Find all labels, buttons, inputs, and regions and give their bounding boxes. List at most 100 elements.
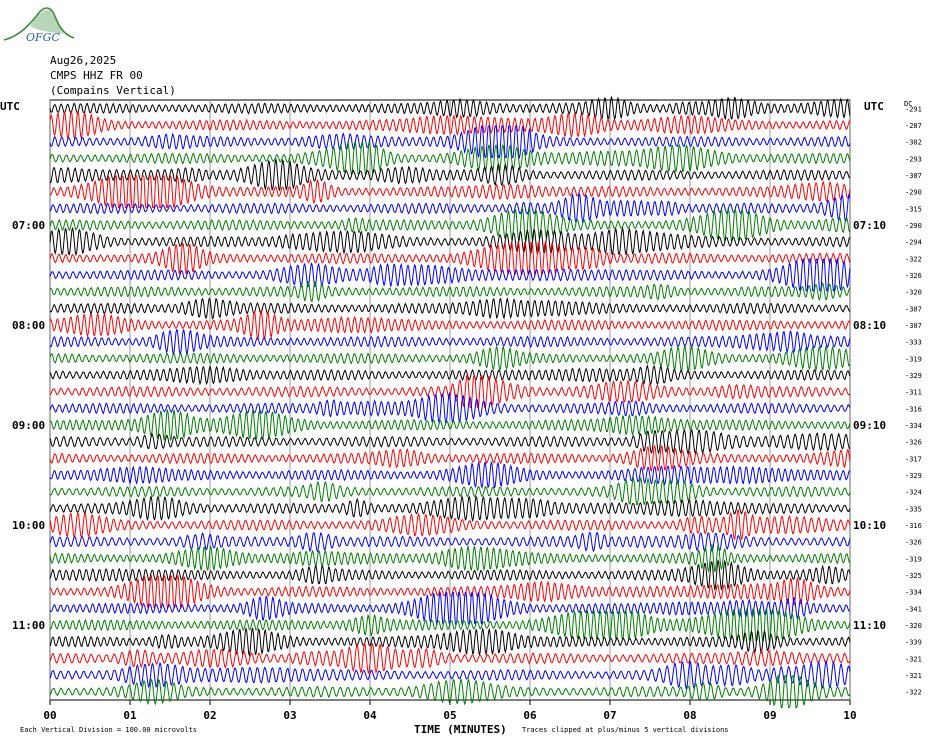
- dc-offset-label: -329: [905, 372, 922, 380]
- dc-offset-label: -315: [905, 205, 922, 213]
- seismic-trace: [49, 280, 851, 303]
- dc-offset-label: -316: [905, 405, 922, 413]
- dc-offset-label: -316: [905, 522, 922, 530]
- dc-offset-label: -321: [905, 672, 922, 680]
- plot-grid: [49, 100, 851, 705]
- left-utc-label: UTC: [0, 100, 20, 113]
- dc-offset-label: -326: [905, 439, 922, 447]
- hour-label-right: 10:10: [853, 519, 886, 532]
- seismic-trace: [49, 110, 851, 141]
- x-tick-label: 10: [843, 709, 856, 722]
- dc-offset-label: -307: [905, 305, 922, 313]
- seismic-trace: [49, 476, 851, 506]
- seismic-trace: [49, 429, 851, 456]
- dc-offset-label: -319: [905, 555, 922, 563]
- seismic-trace: [49, 257, 851, 292]
- header-date: Aug26,2025: [50, 54, 117, 67]
- dc-offset-label: -334: [905, 589, 922, 597]
- seismic-trace: [49, 626, 851, 658]
- seismic-trace: [49, 531, 851, 553]
- dc-offset-label: -290: [905, 222, 922, 230]
- seismic-trace: [49, 226, 851, 257]
- hour-label-right: 09:10: [853, 419, 886, 432]
- hour-label-left: 07:00: [12, 219, 45, 232]
- logo-mountain-icon: [3, 7, 75, 41]
- hour-label-left: 08:00: [12, 319, 45, 332]
- hour-label-right: 07:10: [853, 219, 886, 232]
- dc-offset-label: -339: [905, 639, 922, 647]
- seismic-trace: [49, 297, 851, 321]
- hour-label-right: 11:10: [853, 619, 886, 632]
- x-tick-label: 05: [443, 709, 456, 722]
- x-tick-label: 09: [763, 709, 776, 722]
- dc-offset-label: -311: [905, 389, 922, 397]
- ofgc-logo: OFGC: [0, 2, 80, 50]
- seismic-trace: [49, 174, 851, 210]
- axis-labels: 00 01 02 03 04 05 06 07 08 09 10 -291 -287 -302 -293 -3…: [12, 105, 922, 722]
- seismic-trace: [49, 494, 851, 523]
- dc-offset-label: -335: [905, 505, 922, 513]
- seismic-trace: [49, 391, 851, 425]
- dc-offset-label: -291: [905, 105, 922, 113]
- seismic-trace: [49, 364, 851, 386]
- seismic-trace: [49, 158, 851, 191]
- dc-offset-label: -307: [905, 172, 922, 180]
- footer-note-right: Traces clipped at plus/minus 5 vertical …: [522, 726, 729, 734]
- dc-offset-label: -329: [905, 472, 922, 480]
- seismic-trace: [49, 460, 851, 490]
- dc-offset-label: -307: [905, 322, 922, 330]
- trace-group: [49, 95, 851, 708]
- seismic-trace: [49, 192, 851, 225]
- dc-offset-label: -334: [905, 422, 922, 430]
- seismic-trace: [49, 574, 851, 609]
- dc-offset-label: -320: [905, 289, 922, 297]
- dc-offset-label: -302: [905, 139, 922, 147]
- header-location: (Compains Vertical): [50, 84, 176, 97]
- dc-offset-label: -293: [905, 155, 922, 163]
- x-tick-label: 06: [523, 709, 537, 722]
- dc-offset-label: -317: [905, 455, 922, 463]
- seismic-trace: [49, 509, 851, 541]
- dc-offset-label: -326: [905, 539, 922, 547]
- right-utc-label: UTC: [864, 100, 884, 113]
- x-tick-label: 07: [603, 709, 616, 722]
- logo-text: OFGC: [26, 31, 60, 44]
- x-tick-label: 00: [43, 709, 56, 722]
- seismic-trace: [49, 140, 851, 175]
- header-station: CMPS HHZ FR 00: [50, 69, 143, 82]
- x-tick-label: 08: [683, 709, 696, 722]
- seismic-trace: [49, 308, 851, 341]
- seismic-trace: [49, 124, 851, 160]
- seismic-trace: [49, 328, 851, 356]
- x-tick-label: 01: [123, 709, 137, 722]
- dc-offset-label: -319: [905, 355, 922, 363]
- seismic-trace: [49, 343, 851, 373]
- hour-label-left: 11:00: [12, 619, 45, 632]
- dc-offset-label: -290: [905, 189, 922, 197]
- dc-offset-label: -341: [905, 605, 922, 613]
- dc-label: DC: [904, 100, 912, 108]
- footer-note-left: Each Vertical Division = 100.00 microvol…: [20, 726, 197, 734]
- dc-offset-label: -325: [905, 572, 922, 580]
- seismic-trace: [49, 207, 851, 243]
- hour-label-left: 09:00: [12, 419, 45, 432]
- x-tick-label: 02: [203, 709, 216, 722]
- dc-offset-label: -322: [905, 255, 922, 263]
- seismic-trace: [49, 607, 851, 642]
- dc-offset-label: -322: [905, 689, 922, 697]
- dc-offset-label: -320: [905, 622, 922, 630]
- dc-offset-label: -326: [905, 272, 922, 280]
- dc-offset-label: -321: [905, 655, 922, 663]
- seismic-trace: [49, 559, 851, 592]
- hour-label-left: 10:00: [12, 519, 45, 532]
- dc-offset-label: -287: [905, 122, 922, 130]
- dc-offset-label: -294: [905, 239, 922, 247]
- dc-offset-label: -333: [905, 339, 922, 347]
- seismic-trace: [49, 641, 851, 675]
- logo-mountain-fill-icon: [30, 9, 64, 34]
- seismic-trace: [49, 95, 851, 121]
- seismic-trace: [49, 444, 851, 473]
- x-tick-label: 03: [283, 709, 296, 722]
- seismic-trace: [49, 240, 851, 276]
- seismic-trace: [49, 659, 851, 690]
